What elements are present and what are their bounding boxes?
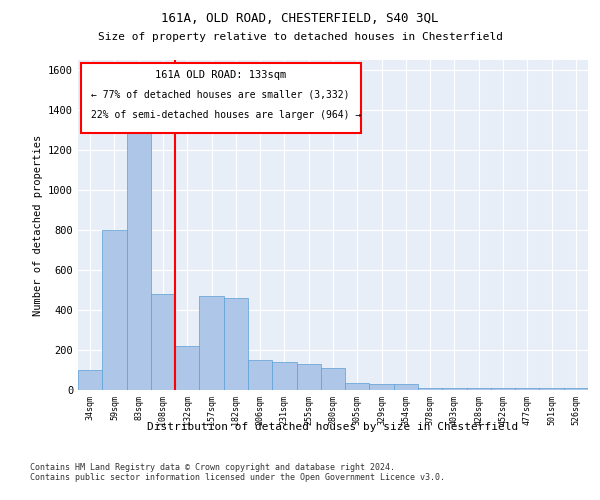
Bar (394, 384, 418, 390)
Text: 161A OLD ROAD: 133sqm: 161A OLD ROAD: 133sqm (155, 70, 286, 80)
Bar (515, 388, 539, 390)
Bar (564, 388, 588, 390)
Bar (296, 364, 321, 390)
Bar (539, 388, 564, 390)
Y-axis label: Number of detached properties: Number of detached properties (32, 134, 43, 316)
FancyBboxPatch shape (80, 64, 361, 132)
Bar (151, 294, 175, 390)
Bar (102, 230, 127, 390)
Bar (78, 370, 102, 390)
Bar (224, 298, 248, 390)
Bar (127, 130, 151, 390)
Bar (199, 296, 224, 390)
Text: 161A, OLD ROAD, CHESTERFIELD, S40 3QL: 161A, OLD ROAD, CHESTERFIELD, S40 3QL (161, 12, 439, 26)
Bar (491, 388, 515, 390)
Text: Size of property relative to detached houses in Chesterfield: Size of property relative to detached ho… (97, 32, 503, 42)
Bar (442, 388, 467, 390)
Bar (321, 368, 345, 390)
Bar (272, 362, 296, 390)
Bar (345, 383, 370, 390)
Bar (370, 384, 394, 390)
Text: Contains HM Land Registry data © Crown copyright and database right 2024.
Contai: Contains HM Land Registry data © Crown c… (30, 462, 445, 482)
Bar (175, 346, 199, 390)
Text: 22% of semi-detached houses are larger (964) →: 22% of semi-detached houses are larger (… (91, 110, 361, 120)
Bar (418, 388, 442, 390)
Bar (248, 360, 272, 390)
Text: Distribution of detached houses by size in Chesterfield: Distribution of detached houses by size … (148, 422, 518, 432)
Text: ← 77% of detached houses are smaller (3,332): ← 77% of detached houses are smaller (3,… (91, 90, 349, 100)
Bar (467, 388, 491, 390)
